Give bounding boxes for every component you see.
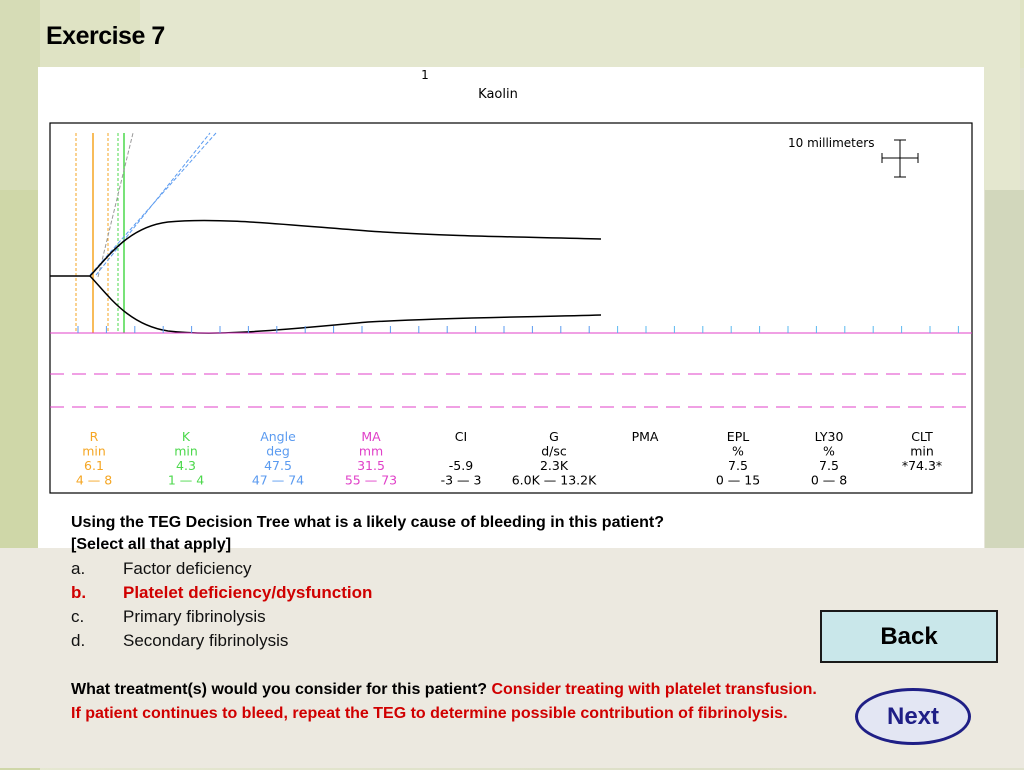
scale-label: 10 millimeters (788, 136, 874, 150)
treatment-text: What treatment(s) would you consider for… (71, 678, 831, 725)
scale-crosshair (881, 139, 919, 178)
param-unit: min (174, 444, 198, 459)
param-range: 4 — 8 (76, 473, 112, 488)
param-name: G (549, 429, 559, 444)
answer-options: a. Factor deficiency b. Platelet deficie… (71, 557, 372, 653)
next-button[interactable]: Next (855, 688, 971, 745)
teg-tracing: 1 Kaolin 10 millimeters (49, 68, 973, 494)
option-letter: a. (71, 559, 86, 578)
param-range: 6.0K — 13.2K (512, 473, 597, 488)
param-range: 55 — 73 (345, 473, 397, 488)
param-range: -3 — 3 (441, 473, 482, 488)
option-b[interactable]: b. Platelet deficiency/dysfunction (71, 581, 372, 605)
param-range: 1 — 4 (168, 473, 204, 488)
back-button[interactable]: Back (820, 610, 998, 663)
option-a[interactable]: a. Factor deficiency (71, 557, 372, 581)
param-unit: deg (266, 444, 290, 459)
param-value: 2.3K (540, 458, 569, 473)
question-line: Using the TEG Decision Tree what is a li… (71, 514, 665, 531)
teg-tracing-panel: 1 Kaolin 10 millimeters (38, 67, 984, 548)
plot-frame (49, 122, 973, 494)
option-text: Platelet deficiency/dysfunction (123, 583, 373, 602)
option-letter: b. (71, 583, 87, 602)
param-name: R (90, 429, 99, 444)
question-instruction: [Select all that apply] (71, 536, 232, 553)
angle-lines (89, 132, 217, 278)
treatment-answer: Consider treating with platelet transfus… (71, 681, 817, 722)
channel-number: 1 (421, 68, 429, 82)
param-range: 47 — 74 (252, 473, 304, 488)
param-range: 0 — 8 (811, 473, 847, 488)
option-d[interactable]: d. Secondary fibrinolysis (71, 629, 372, 653)
param-unit: % (823, 444, 835, 459)
param-value: 47.5 (264, 458, 292, 473)
param-value: 7.5 (728, 458, 748, 473)
param-unit: min (82, 444, 106, 459)
param-value: 6.1 (84, 458, 104, 473)
option-letter: d. (71, 631, 86, 650)
slide-title: Exercise 7 (46, 22, 165, 50)
question-text: Using the TEG Decision Tree what is a li… (71, 512, 831, 556)
option-c[interactable]: c. Primary fibrinolysis (71, 605, 372, 629)
param-unit: mm (359, 444, 383, 459)
param-name: CI (455, 429, 467, 444)
param-name: EPL (727, 429, 749, 444)
param-unit: min (910, 444, 934, 459)
param-value: 7.5 (819, 458, 839, 473)
option-text: Secondary fibrinolysis (123, 631, 289, 650)
param-name: PMA (632, 429, 659, 444)
param-value: *74.3* (902, 458, 942, 473)
param-unit: d/sc (541, 444, 567, 459)
param-name: MA (361, 429, 381, 444)
tracing-curve (50, 219, 602, 334)
time-ticks (77, 326, 959, 333)
param-value: 4.3 (176, 458, 196, 473)
param-unit: % (732, 444, 744, 459)
param-name: Angle (260, 429, 296, 444)
param-name: K (182, 429, 191, 444)
param-range: 0 — 15 (716, 473, 760, 488)
option-letter: c. (71, 607, 85, 626)
assay-label: Kaolin (478, 87, 518, 102)
param-value: 31.5 (357, 458, 385, 473)
param-name: CLT (911, 429, 933, 444)
marker-lines (75, 133, 125, 333)
param-value: -5.9 (449, 458, 473, 473)
treatment-prompt: What treatment(s) would you consider for… (71, 681, 488, 698)
option-text: Primary fibrinolysis (123, 607, 266, 626)
param-name: LY30 (815, 429, 844, 444)
option-text: Factor deficiency (123, 559, 252, 578)
